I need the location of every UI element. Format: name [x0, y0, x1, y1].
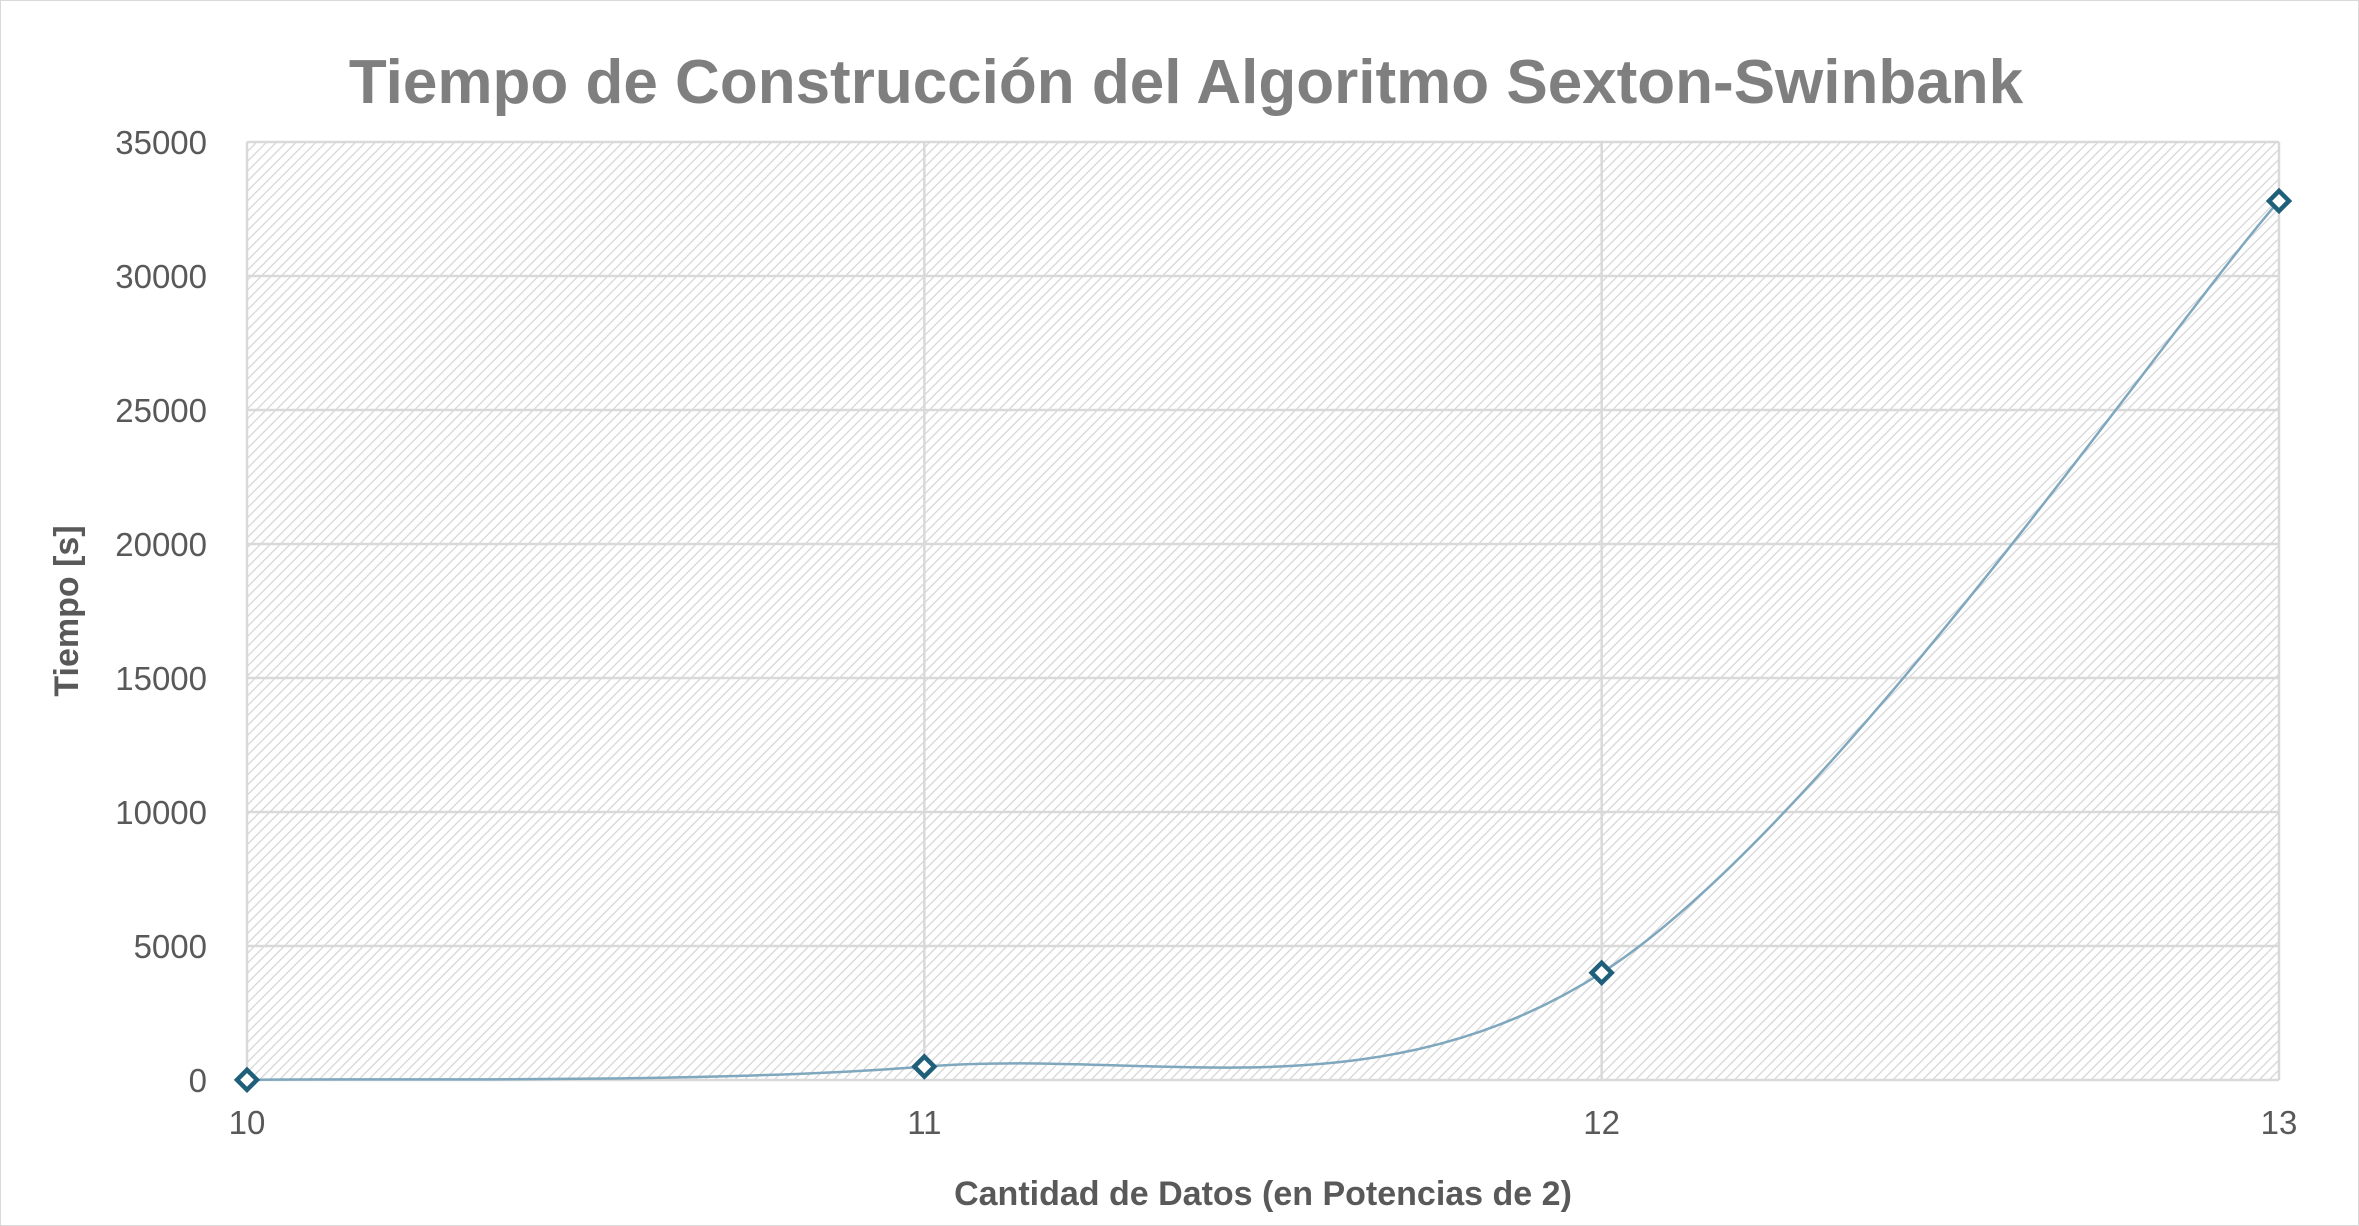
x-axis-ticks: 10 11 12 13 [229, 1104, 2298, 1141]
x-tick-label: 12 [1583, 1104, 1620, 1141]
y-tick-label: 30000 [115, 258, 207, 295]
plot-area [247, 142, 2279, 1080]
x-tick-label: 10 [229, 1104, 266, 1141]
y-axis-ticks: 0 5000 10000 15000 20000 25000 30000 35000 [115, 124, 207, 1099]
x-tick-label: 11 [907, 1104, 941, 1141]
series-group [246, 200, 2280, 1082]
marker-group [233, 187, 2293, 1094]
y-tick-label: 25000 [115, 392, 207, 429]
y-tick-label: 5000 [134, 928, 207, 965]
y-tick-label: 0 [189, 1062, 207, 1099]
data-point-marker [233, 1066, 261, 1094]
y-tick-label: 10000 [115, 794, 207, 831]
data-point-marker [911, 1053, 938, 1080]
data-point-marker [1588, 959, 1615, 986]
series-line [246, 200, 2280, 1082]
x-axis-title: Cantidad de Datos (en Potencias de 2) [954, 1175, 1572, 1213]
x-tick-label: 13 [2261, 1104, 2298, 1141]
y-tick-label: 15000 [115, 660, 207, 697]
gridlines [245, 140, 2281, 1082]
chart-title: Tiempo de Construcción del Algoritmo Sex… [349, 48, 2024, 117]
data-point-marker [2265, 187, 2293, 215]
y-tick-label: 35000 [115, 124, 207, 161]
y-axis-title: Tiempo [s] [48, 525, 86, 696]
y-tick-label: 20000 [115, 526, 207, 563]
